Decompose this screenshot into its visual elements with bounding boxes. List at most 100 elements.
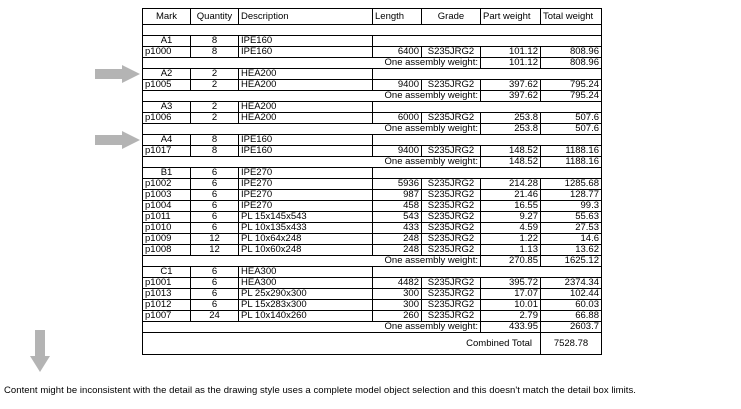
part-weight-cell: 148.52 — [480, 145, 541, 157]
description-cell: HEA300 — [238, 277, 373, 289]
footer-note: Content might be inconsistent with the d… — [4, 385, 636, 396]
header-part-weight: Part weight — [480, 8, 541, 25]
assembly-row: A1 8 IPE160 — [142, 35, 602, 47]
total-weight-cell: 795.24 — [540, 90, 602, 102]
assembly-row: A3 2 HEA200 — [142, 101, 602, 113]
assembly-weight-label: One assembly weight: — [142, 321, 481, 333]
quantity-cell: 2 — [190, 79, 239, 91]
assembly-weight-row: One assembly weight: 433.95 2603.7 — [142, 321, 602, 333]
grade-cell: S235JRG2 — [421, 178, 481, 190]
length-cell: 433 — [372, 222, 422, 234]
total-weight-cell: 808.96 — [540, 46, 602, 58]
total-weight-cell: 128.77 — [540, 189, 602, 201]
total-weight-cell: 507.6 — [540, 123, 602, 135]
part-row: p1011 6 PL 15x145x543 543 S235JRG2 9.27 55.63 — [142, 211, 602, 223]
part-weight-cell: 253.8 — [480, 112, 541, 124]
quantity-cell: 6 — [190, 288, 239, 300]
length-cell: 6000 — [372, 112, 422, 124]
assembly-weight-label: One assembly weight: — [142, 123, 481, 135]
part-weight-cell: 101.12 — [480, 46, 541, 58]
total-weight-cell: 13.62 — [540, 244, 602, 256]
header-length: Length — [372, 8, 422, 25]
total-weight-cell: 66.88 — [540, 310, 602, 322]
quantity-cell: 8 — [190, 46, 239, 58]
grade-cell: S235JRG2 — [421, 288, 481, 300]
grade-cell: S235JRG2 — [421, 244, 481, 256]
description-cell: PL 15x283x300 — [238, 299, 373, 311]
assembly-weight-label: One assembly weight: — [142, 90, 481, 102]
quantity-cell: 8 — [190, 35, 239, 47]
quantity-cell: 6 — [190, 211, 239, 223]
assembly-row: C1 6 HEA300 — [142, 266, 602, 278]
length-cell: 248 — [372, 244, 422, 256]
header-quantity: Quantity — [190, 8, 239, 25]
quantity-cell: 6 — [190, 178, 239, 190]
part-row: p1009 12 PL 10x64x248 248 S235JRG2 1.22 14.6 — [142, 233, 602, 245]
part-row: p1001 6 HEA300 4482 S235JRG2 395.72 2374.34 — [142, 277, 602, 289]
length-cell: 9400 — [372, 145, 422, 157]
description-cell: PL 15x145x543 — [238, 211, 373, 223]
grade-cell: S235JRG2 — [421, 46, 481, 58]
blank-cell — [142, 24, 602, 36]
grade-cell: S235JRG2 — [421, 310, 481, 322]
description-cell: HEA200 — [238, 101, 373, 113]
assembly-row: B1 6 IPE270 — [142, 167, 602, 179]
part-weight-cell: 397.62 — [480, 90, 541, 102]
combined-total-value: 7528.78 — [540, 332, 602, 355]
quantity-cell: 24 — [190, 310, 239, 322]
length-cell: 987 — [372, 189, 422, 201]
total-weight-cell: 14.6 — [540, 233, 602, 245]
total-weight-cell: 1188.16 — [540, 156, 602, 168]
mark-cell: p1001 — [142, 277, 191, 289]
grade-cell: S235JRG2 — [421, 222, 481, 234]
part-row: p1005 2 HEA200 9400 S235JRG2 397.62 795.24 — [142, 79, 602, 91]
length-cell: 300 — [372, 299, 422, 311]
total-weight-cell: 1285.68 — [540, 178, 602, 190]
length-cell: 458 — [372, 200, 422, 212]
quantity-cell: 6 — [190, 167, 239, 179]
description-cell: HEA200 — [238, 68, 373, 80]
quantity-cell: 12 — [190, 233, 239, 245]
length-cell: 260 — [372, 310, 422, 322]
description-cell: IPE270 — [238, 167, 373, 179]
mark-cell: p1005 — [142, 79, 191, 91]
empty-cell — [372, 101, 602, 113]
header-total-weight: Total weight — [540, 8, 602, 25]
length-cell: 248 — [372, 233, 422, 245]
total-weight-cell: 60.03 — [540, 299, 602, 311]
grade-cell: S235JRG2 — [421, 112, 481, 124]
mark-cell: p1004 — [142, 200, 191, 212]
mark-cell: p1003 — [142, 189, 191, 201]
empty-cell — [372, 35, 602, 47]
part-row: p1012 6 PL 15x283x300 300 S235JRG2 10.01 60.03 — [142, 299, 602, 311]
description-cell: PL 10x60x248 — [238, 244, 373, 256]
header-description: Description — [238, 8, 373, 25]
mark-cell: A1 — [142, 35, 191, 47]
part-weight-cell: 101.12 — [480, 57, 541, 69]
description-cell: IPE270 — [238, 189, 373, 201]
down-arrow-icon — [30, 330, 50, 372]
quantity-cell: 8 — [190, 145, 239, 157]
part-row: p1008 12 PL 10x60x248 248 S235JRG2 1.13 13.62 — [142, 244, 602, 256]
quantity-cell: 8 — [190, 134, 239, 146]
part-row: p1000 8 IPE160 6400 S235JRG2 101.12 808.96 — [142, 46, 602, 58]
assembly-row: A4 8 IPE160 — [142, 134, 602, 146]
description-cell: IPE160 — [238, 145, 373, 157]
part-weight-cell: 17.07 — [480, 288, 541, 300]
part-weight-cell: 1.13 — [480, 244, 541, 256]
grade-cell: S235JRG2 — [421, 299, 481, 311]
mark-cell: p1017 — [142, 145, 191, 157]
description-cell: PL 25x290x300 — [238, 288, 373, 300]
part-weight-cell: 10.01 — [480, 299, 541, 311]
part-row: p1004 6 IPE270 458 S235JRG2 16.55 99.3 — [142, 200, 602, 212]
assembly-row: A2 2 HEA200 — [142, 68, 602, 80]
assembly-weight-row: One assembly weight: 270.85 1625.12 — [142, 255, 602, 267]
grade-cell: S235JRG2 — [421, 79, 481, 91]
total-weight-cell: 1625.12 — [540, 255, 602, 267]
quantity-cell: 2 — [190, 68, 239, 80]
length-cell: 543 — [372, 211, 422, 223]
part-weight-cell: 214.28 — [480, 178, 541, 190]
mark-cell: p1007 — [142, 310, 191, 322]
part-weight-cell: 397.62 — [480, 79, 541, 91]
part-weight-cell: 253.8 — [480, 123, 541, 135]
